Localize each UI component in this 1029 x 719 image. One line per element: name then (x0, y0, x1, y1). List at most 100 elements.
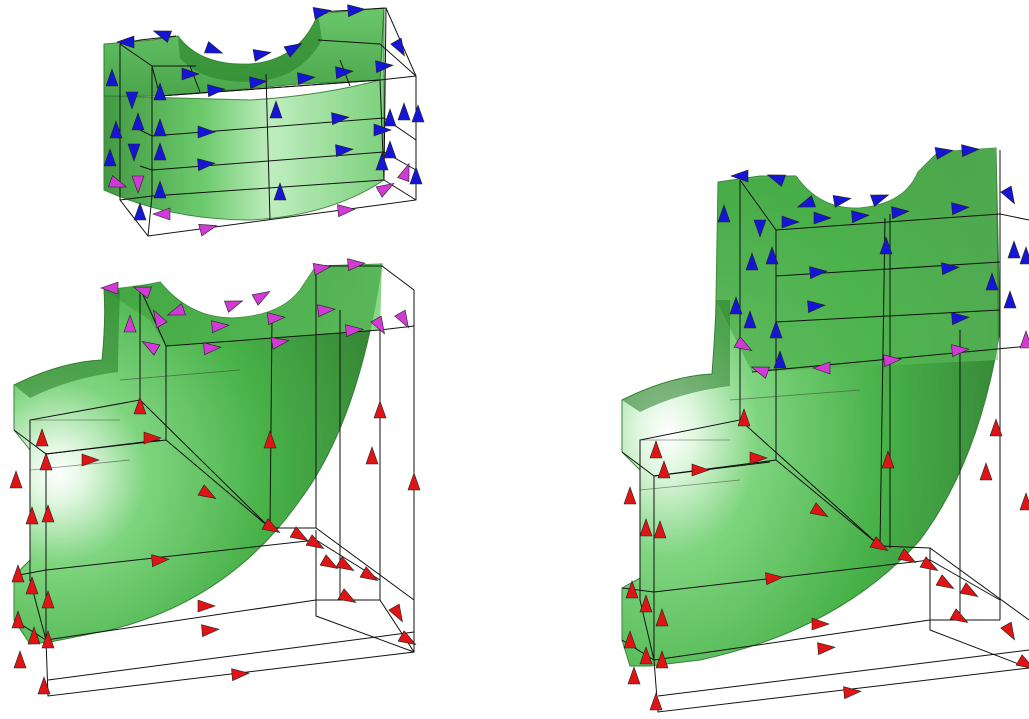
direction-arrow-icon (390, 37, 405, 57)
direction-arrow-icon (388, 603, 403, 623)
direction-arrow-icon (773, 350, 787, 369)
direction-arrow-icon (166, 303, 186, 316)
direction-arrow-icon (123, 314, 137, 333)
direction-arrow-icon (197, 125, 216, 139)
direction-arrow-icon (211, 320, 230, 334)
direction-arrow-icon (717, 204, 731, 223)
direction-arrow-icon (203, 342, 222, 356)
direction-arrow-icon (411, 104, 425, 123)
direction-arrow-icon (11, 564, 25, 583)
direction-arrow-icon (263, 430, 277, 449)
direction-arrow-icon (267, 312, 286, 326)
direction-arrow-icon (151, 554, 170, 568)
direction-arrow-icon (103, 148, 117, 167)
direction-arrow-icon (201, 624, 220, 638)
direction-arrow-icon (832, 195, 852, 208)
direction-arrow-icon (394, 309, 409, 329)
direction-arrow-icon (153, 82, 167, 101)
direction-arrow-icon (133, 202, 147, 221)
elbow-right-solid (621, 147, 1001, 667)
direction-arrow-icon (657, 460, 671, 479)
direction-arrow-icon (81, 453, 100, 467)
direction-arrow-icon (345, 324, 364, 338)
direction-arrow-icon (270, 337, 290, 350)
direction-arrow-icon (1003, 290, 1017, 309)
elbow-left-arrows (9, 258, 421, 695)
direction-arrow-icon (141, 341, 161, 356)
direction-arrow-icon (397, 102, 411, 121)
direction-arrow-icon (649, 440, 663, 459)
direction-arrow-icon (870, 194, 890, 207)
direction-arrow-icon (153, 142, 167, 161)
direction-arrow-icon (41, 590, 55, 609)
direction-arrow-icon (781, 215, 800, 229)
direction-arrow-icon (807, 300, 826, 314)
direction-arrow-icon (397, 630, 417, 645)
direction-arrow-icon (131, 112, 145, 131)
direction-arrow-icon (397, 162, 410, 182)
direction-arrow-icon (809, 266, 828, 280)
direction-arrow-icon (639, 518, 653, 537)
direction-arrow-icon (231, 668, 250, 682)
direction-arrow-icon (375, 183, 395, 198)
direction-arrow-icon (811, 617, 830, 631)
direction-arrow-icon (655, 608, 669, 627)
direction-arrow-icon (153, 180, 167, 199)
direction-arrow-icon (769, 320, 783, 339)
direction-arrow-icon (13, 650, 27, 669)
direction-arrow-icon (813, 211, 832, 225)
direction-arrow-icon (817, 642, 836, 656)
direction-arrow-icon (347, 258, 366, 272)
direction-arrow-icon (796, 195, 816, 208)
elbow-left-solid (13, 263, 383, 645)
direction-arrow-icon (37, 676, 51, 695)
direction-arrow-icon (108, 175, 128, 188)
direction-arrow-icon (359, 566, 379, 581)
direction-arrow-icon (373, 400, 387, 419)
direction-arrow-icon (197, 158, 216, 172)
block-notch (178, 14, 322, 82)
direction-arrow-icon (319, 554, 339, 569)
direction-arrow-icon (375, 60, 394, 74)
direction-arrow-icon (409, 166, 423, 185)
direction-arrow-icon (949, 608, 969, 623)
direction-arrow-icon (197, 484, 217, 499)
direction-arrow-icon (649, 692, 663, 711)
direction-arrow-icon (383, 140, 397, 159)
direction-arrow-icon (273, 182, 287, 201)
direction-arrow-icon (181, 67, 200, 81)
direction-arrow-icon (869, 536, 889, 551)
direction-arrow-icon (204, 41, 224, 54)
direction-arrow-icon (851, 210, 870, 224)
direction-arrow-icon (1007, 240, 1021, 259)
direction-arrow-icon (383, 108, 397, 127)
direction-arrow-icon (951, 344, 970, 358)
direction-arrow-icon (337, 588, 357, 603)
direction-arrow-icon (743, 310, 757, 329)
direction-arrow-icon (305, 534, 325, 549)
direction-arrow-icon (143, 431, 162, 445)
direction-arrow-icon (733, 336, 753, 351)
direction-arrow-icon (985, 272, 999, 291)
direction-arrow-icon (153, 118, 167, 137)
direction-arrow-icon (639, 594, 653, 613)
direction-arrow-icon (109, 120, 123, 139)
direction-arrow-icon (623, 630, 637, 649)
direction-arrow-icon (337, 204, 356, 218)
direction-arrow-icon (125, 91, 139, 110)
direction-arrow-icon (41, 504, 55, 523)
direction-arrow-icon (9, 470, 23, 489)
direction-arrow-icon (133, 396, 147, 415)
direction-arrow-icon (197, 599, 216, 613)
direction-arrow-icon (809, 502, 829, 517)
elbow-right-wireframe (621, 150, 1029, 713)
direction-arrow-icon (935, 574, 955, 589)
direction-arrow-icon (749, 451, 768, 465)
direction-arrow-icon (883, 354, 902, 368)
direction-arrow-icon (283, 43, 303, 58)
direction-arrow-icon (1019, 492, 1029, 511)
direction-arrow-icon (653, 520, 667, 539)
elbow-left-top-face (104, 264, 382, 346)
direction-arrow-icon (335, 144, 354, 158)
